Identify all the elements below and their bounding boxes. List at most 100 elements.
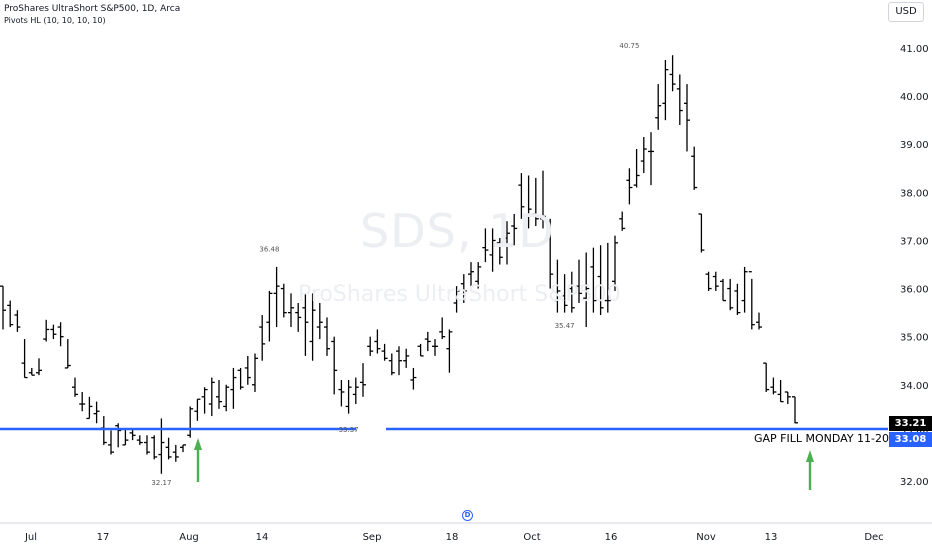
ohlc-bar — [676, 74, 683, 125]
x-tick-label: 18 — [446, 532, 459, 543]
ohlc-bar — [792, 396, 798, 424]
ohlc-bar — [230, 367, 237, 409]
ohlc-bar — [504, 221, 510, 265]
pivot-label: 32.17 — [151, 479, 171, 487]
ohlc-bar — [345, 379, 352, 414]
symbol-title[interactable]: ProShares UltraShort S&P500, 1D, Arca — [4, 4, 181, 14]
ohlc-bar — [496, 238, 503, 265]
ohlc-bar — [151, 435, 158, 460]
ohlc-bar — [64, 339, 71, 369]
ohlc-bar — [640, 137, 647, 174]
ohlc-bar — [172, 444, 179, 462]
y-tick-label: 34.00 — [900, 381, 929, 392]
ohlc-bar — [223, 384, 230, 412]
ohlc-bar — [734, 283, 741, 316]
ohlc-bar — [576, 259, 582, 303]
green-up-arrow — [194, 438, 202, 482]
time-axis[interactable]: Jul 17 Aug 14 Sep 18 Oct 16 Nov 13 Dec — [0, 522, 932, 543]
arrows — [194, 438, 814, 490]
y-tick-label: 38.00 — [900, 188, 929, 199]
ohlc-bar — [460, 274, 467, 303]
currency-button[interactable]: USD — [888, 2, 924, 22]
ohlc-bar — [410, 367, 417, 390]
ohlc-bar — [432, 339, 438, 356]
ohlc-bar — [561, 274, 568, 313]
ohlc-bar — [381, 343, 388, 361]
pivot-label: 36.48 — [259, 245, 279, 253]
ohlc-bar — [547, 218, 554, 289]
ohlc-bar — [525, 175, 532, 229]
ohlc-bar — [43, 319, 50, 342]
ohlc-bar — [331, 336, 338, 395]
x-tick-label: Dec — [864, 532, 883, 543]
watermark-name: ProShares UltraShort S&P500 — [298, 282, 621, 307]
x-tick-label: Jul — [24, 532, 37, 543]
ohlc-bar — [698, 213, 705, 253]
ohlc-bar — [237, 367, 244, 390]
ohlc-bar — [532, 177, 539, 227]
ohlc-bar — [144, 435, 150, 455]
ohlc-bar — [763, 362, 770, 392]
ohlc-bar — [655, 84, 662, 130]
ohlc-bar — [590, 247, 597, 313]
x-tick-label: 17 — [97, 532, 110, 543]
ohlc-bar — [619, 211, 626, 231]
ohlc-bar — [158, 418, 165, 474]
ohlc-bar — [273, 266, 280, 328]
line-price-tag: 33.08 — [889, 432, 932, 447]
x-tick-label: 16 — [605, 532, 618, 543]
ohlc-bar — [489, 228, 496, 272]
y-tick-label: 41.00 — [900, 44, 929, 55]
ohlc-bar — [28, 367, 35, 376]
dividend-event-icon[interactable]: D — [462, 510, 473, 521]
ohlc-bar — [604, 242, 611, 313]
ohlc-bar — [288, 293, 294, 328]
ohlc-bar — [475, 262, 482, 289]
ohlc-bar — [554, 259, 561, 313]
ohlc-bar — [612, 235, 618, 291]
ohlc-bar — [108, 430, 114, 455]
ohlc-bar — [669, 55, 676, 92]
indicator-label[interactable]: Pivots HL (10, 10, 10, 10) — [4, 16, 106, 25]
ohlc-bars — [0, 55, 798, 474]
ohlc-bar — [446, 329, 453, 373]
ohlc-bar — [756, 312, 762, 330]
ohlc-bar — [720, 278, 726, 302]
ohlc-bar — [388, 353, 395, 376]
ohlc-bar — [424, 331, 431, 352]
ohlc-bar — [115, 423, 122, 448]
ohlc-bar — [662, 60, 669, 121]
pivot-label: 35.47 — [555, 322, 575, 330]
ohlc-bar — [482, 228, 489, 263]
x-tick-label: Aug — [179, 532, 199, 543]
last-price-tag: 33.21 — [889, 416, 932, 431]
ohlc-bar — [453, 286, 460, 313]
ohlc-bar — [79, 391, 86, 412]
ohlc-bar — [72, 377, 78, 397]
ohlc-bar — [136, 435, 143, 445]
ohlc-bar — [468, 262, 474, 287]
ohlc-bar — [439, 317, 446, 340]
ohlc-bar — [583, 252, 590, 328]
y-tick-label: 40.00 — [900, 92, 929, 103]
x-tick-label: Nov — [696, 532, 716, 543]
ohlc-bar — [7, 300, 14, 328]
y-tick-label: 35.00 — [900, 333, 929, 344]
ohlc-bar — [100, 416, 107, 445]
ohlc-bar — [244, 355, 251, 385]
x-tick-label: Sep — [363, 532, 382, 543]
ohlc-bar — [295, 302, 302, 332]
ohlc-bar — [777, 379, 784, 403]
ohlc-bar — [360, 363, 366, 397]
ohlc-bar — [396, 346, 402, 376]
ohlc-bar — [597, 245, 604, 316]
ohlc-bar — [633, 149, 640, 188]
ohlc-bar — [316, 302, 323, 340]
gap-fill-annotation[interactable]: GAP FILL MONDAY 11-20-23 — [754, 432, 907, 445]
ohlc-bar — [705, 271, 712, 291]
ohlc-bar — [626, 168, 633, 205]
ohlc-bar — [36, 358, 42, 376]
ohlc-bar — [201, 387, 208, 414]
